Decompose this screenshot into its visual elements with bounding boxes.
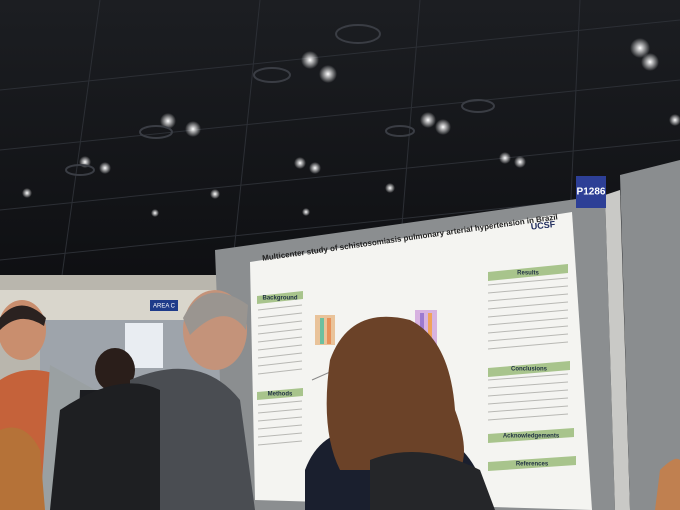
- poster-text-lines: [257, 277, 569, 446]
- section-headers: [257, 264, 576, 471]
- area-sign: AREA C: [153, 304, 176, 310]
- section-title: Background: [262, 296, 297, 302]
- board-number: P1286: [577, 187, 606, 198]
- section-title: Acknowledgements: [503, 434, 560, 440]
- section-title: References: [516, 462, 549, 468]
- poster-logo: UCSF: [530, 219, 556, 232]
- section-title: Conclusions: [511, 367, 548, 373]
- board-edge: [605, 190, 630, 510]
- section-title: Results: [517, 271, 539, 277]
- next-board: [620, 160, 680, 510]
- section-titles: Background Methods Results Conclusions A…: [262, 271, 559, 468]
- people: [0, 290, 680, 510]
- area-sign-bg: [150, 300, 178, 311]
- ceiling-grid: [0, 0, 680, 291]
- ceiling-lights: [22, 38, 680, 217]
- board-number-bg: [576, 176, 606, 208]
- ceiling-vents: [65, 24, 495, 176]
- section-title: Methods: [268, 392, 293, 398]
